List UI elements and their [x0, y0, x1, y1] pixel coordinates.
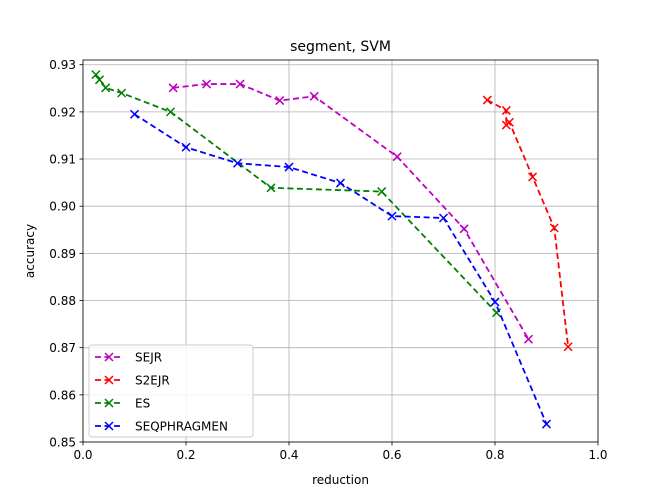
series-es — [91, 70, 502, 318]
data-point-sejr — [523, 334, 534, 344]
data-point-es — [101, 83, 111, 93]
data-point-es — [94, 75, 105, 85]
data-point-s2ejr — [504, 117, 514, 127]
data-point-seqphragmen — [335, 178, 346, 188]
legend-marker-seqphragmen — [104, 421, 114, 431]
data-point-sejr — [309, 91, 319, 101]
data-point-seqphragmen — [284, 162, 294, 172]
data-point-s2ejr — [501, 105, 511, 115]
y-tick-label: 0.85 — [49, 436, 76, 450]
y-tick-label: 0.89 — [49, 247, 76, 261]
data-point-es — [166, 107, 176, 117]
x-axis-label: reduction — [312, 473, 369, 487]
series-line-es — [95, 74, 498, 314]
y-tick-label: 0.88 — [49, 294, 76, 308]
data-point-sejr — [392, 152, 402, 162]
y-tick-label: 0.92 — [49, 105, 76, 119]
legend-marker-s2ejr — [104, 375, 114, 385]
series-line-sejr — [173, 83, 530, 340]
data-point-sejr — [235, 79, 245, 89]
data-point-s2ejr — [563, 342, 573, 352]
data-point-sejr — [202, 79, 212, 89]
series-seqphragmen — [129, 109, 552, 429]
data-point-sejr — [275, 96, 285, 106]
data-point-es — [117, 88, 127, 98]
y-tick-label: 0.87 — [49, 341, 76, 355]
legend-label-s2ejr: S2EJR — [135, 374, 170, 388]
plot-frame — [82, 59, 599, 443]
data-point-es — [91, 70, 101, 80]
data-point-s2ejr — [549, 223, 559, 233]
data-point-es — [266, 183, 276, 193]
y-tick-label: 0.90 — [49, 200, 76, 214]
x-tick-label: 0.2 — [176, 448, 195, 462]
data-point-seqphragmen — [490, 297, 500, 307]
y-tick-label: 0.86 — [49, 388, 76, 402]
axis-ticks: 0.0 0.2 0.4 0.6 0.8 1.0 0.85 0.86 0.87 0.88 0.89 0.… — [49, 58, 607, 462]
data-point-s2ejr — [482, 95, 492, 105]
legend-marker-es — [104, 398, 114, 408]
data-point-seqphragmen — [232, 158, 243, 168]
x-tick-label: 0.0 — [73, 448, 92, 462]
y-axis-label: accuracy — [23, 224, 37, 278]
legend-label-es: ES — [135, 397, 150, 411]
x-tick-label: 0.8 — [485, 448, 504, 462]
legend-marker-sejr — [104, 352, 114, 362]
series-s2ejr — [482, 95, 573, 352]
legend-label-seqphragmen: SEQPHRAGMEN — [135, 420, 228, 434]
x-tick-label: 0.6 — [382, 448, 401, 462]
x-tick-label: 1.0 — [588, 448, 607, 462]
data-point-s2ejr — [528, 172, 538, 182]
data-point-seqphragmen — [438, 213, 449, 223]
data-point-sejr — [168, 83, 178, 93]
data-point-es — [377, 187, 387, 197]
series-layer — [91, 70, 573, 429]
data-point-seqphragmen — [129, 109, 140, 119]
data-point-seqphragmen — [387, 211, 397, 221]
data-point-sejr — [459, 224, 469, 234]
legend-box — [88, 344, 254, 438]
series-sejr — [168, 79, 534, 344]
data-point-seqphragmen — [541, 419, 552, 429]
data-point-seqphragmen — [181, 142, 191, 152]
legend-label-sejr: SEJR — [135, 351, 162, 365]
y-tick-label: 0.93 — [49, 58, 76, 72]
legend: SEJR S2EJR ES SEQPHRAGMEN — [88, 344, 254, 438]
x-tick-label: 0.4 — [279, 448, 298, 462]
chart-title: segment, SVM — [290, 39, 391, 55]
y-tick-label: 0.91 — [49, 153, 76, 167]
